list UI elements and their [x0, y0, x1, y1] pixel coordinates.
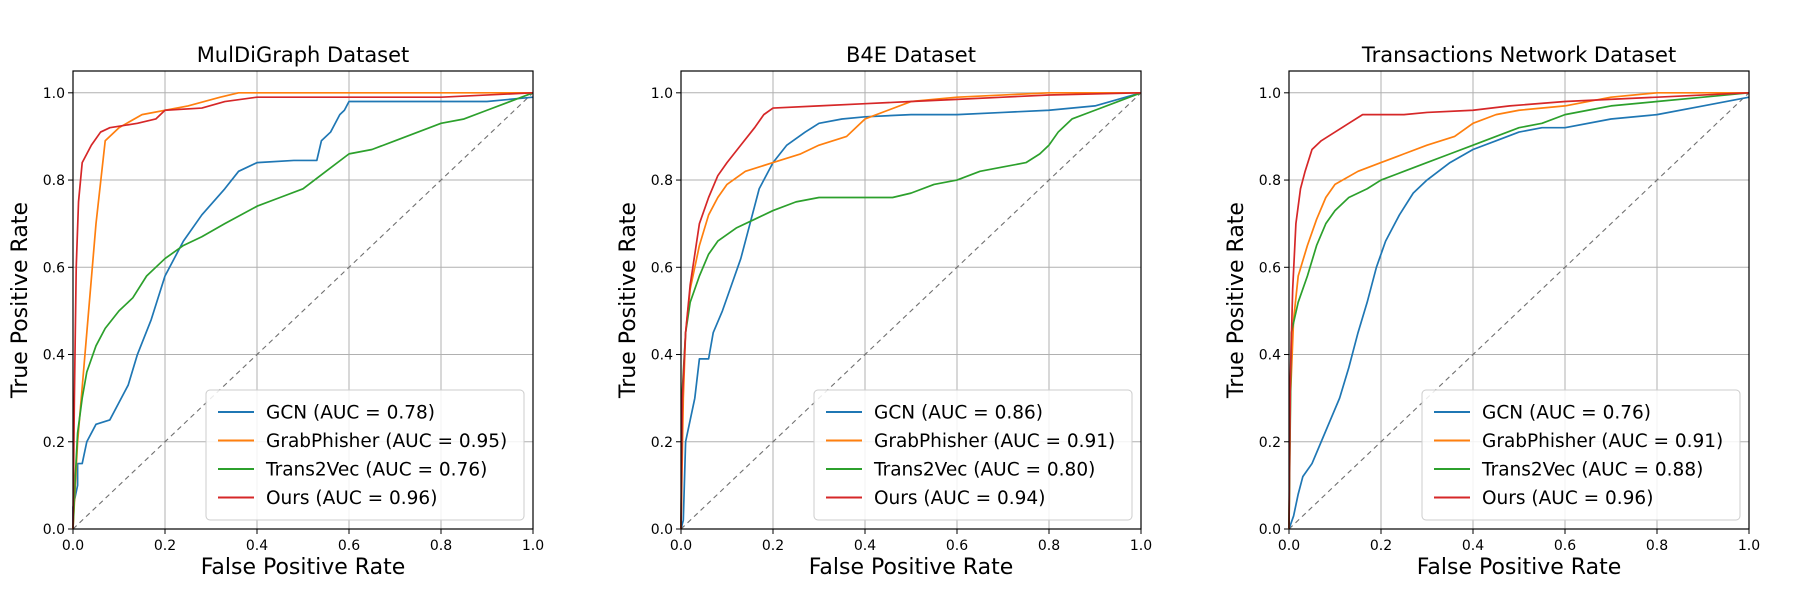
x-tick-label: 0.2 [1370, 538, 1392, 554]
x-axis-label: False Positive Rate [809, 555, 1013, 580]
plot-area: 0.0 0.2 0.4 0.6 0.8 1.0 0.0 0.2 0.4 0.6 0.8 1.0 GCN … [1259, 70, 1760, 554]
x-tick-label: 1.0 [1738, 538, 1760, 554]
axes-frame [72, 70, 534, 530]
roc-curve-series-2 [1288, 91, 1750, 530]
x-tick-label: 0.6 [1554, 538, 1576, 554]
roc-curve-series-0 [680, 91, 1142, 530]
x-tick-label: 0.8 [1038, 538, 1060, 554]
legend-label: GrabPhisher (AUC = 0.91) [1482, 431, 1723, 452]
legend: GCN (AUC = 0.86) GrabPhisher (AUC = 0.91)… [813, 389, 1133, 521]
y-tick-label: 0.6 [1259, 260, 1281, 276]
x-tick-label: 0.0 [62, 538, 84, 554]
x-tick-label: 0.4 [1462, 538, 1484, 554]
axes-frame [1288, 70, 1750, 530]
y-tick-label: 0.2 [651, 435, 673, 451]
legend-label: GrabPhisher (AUC = 0.95) [266, 431, 507, 452]
legend-label: Trans2Vec (AUC = 0.88) [1481, 460, 1703, 481]
x-tick-label: 0.6 [946, 538, 968, 554]
legend-label: Ours (AUC = 0.94) [874, 488, 1045, 509]
x-tick-label: 0.8 [430, 538, 452, 554]
legend: GCN (AUC = 0.76) GrabPhisher (AUC = 0.91)… [1421, 389, 1741, 521]
y-tick-label: 0.2 [43, 435, 65, 451]
y-tick-label: 0.8 [1259, 173, 1281, 189]
roc-curve-series-3 [680, 91, 1142, 530]
y-tick-label: 0.6 [651, 260, 673, 276]
roc-curve-series-3 [1288, 91, 1750, 530]
legend-label: GCN (AUC = 0.78) [266, 403, 435, 424]
legend-label: Trans2Vec (AUC = 0.80) [873, 460, 1095, 481]
roc-panel-b4e: 0.0 0.2 0.4 0.6 0.8 1.0 0.0 0.2 0.4 0.6 0.8 1.0 GCN … [616, 43, 1152, 580]
y-tick-label: 0.4 [1259, 348, 1281, 364]
legend-box [813, 389, 1133, 521]
legend-label: Ours (AUC = 0.96) [1482, 488, 1653, 509]
roc-panel-transactions-network: 0.0 0.2 0.4 0.6 0.8 1.0 0.0 0.2 0.4 0.6 0.8 1.0 GCN … [1224, 43, 1760, 580]
roc-curve-series-3 [72, 91, 534, 530]
x-tick-label: 0.8 [1646, 538, 1668, 554]
x-tick-label: 0.6 [338, 538, 360, 554]
chart-title: Transactions Network Dataset [1361, 43, 1676, 67]
y-tick-label: 0.8 [43, 173, 65, 189]
x-tick-label: 1.0 [522, 538, 544, 554]
y-tick-label: 0.2 [1259, 435, 1281, 451]
legend-label: GCN (AUC = 0.86) [874, 403, 1043, 424]
x-tick-label: 0.4 [246, 538, 268, 554]
y-tick-label: 0.4 [651, 348, 673, 364]
random-baseline-line [1288, 92, 1750, 530]
y-tick-label: 0.0 [43, 522, 65, 538]
y-tick-label: 0.8 [651, 173, 673, 189]
x-tick-label: 0.0 [670, 538, 692, 554]
y-axis-label: True Positive Rate [1224, 202, 1249, 399]
y-tick-label: 1.0 [43, 86, 65, 102]
y-axis-label: True Positive Rate [616, 202, 641, 399]
x-axis-label: False Positive Rate [1417, 555, 1621, 580]
x-axis-label: False Positive Rate [201, 555, 405, 580]
x-tick-label: 0.2 [762, 538, 784, 554]
chart-title: MulDiGraph Dataset [197, 43, 410, 67]
plot-area: 0.0 0.2 0.4 0.6 0.8 1.0 0.0 0.2 0.4 0.6 0.8 1.0 GCN … [43, 70, 544, 554]
legend-label: Ours (AUC = 0.96) [266, 488, 437, 509]
random-baseline-line [680, 92, 1142, 530]
axes-frame [680, 70, 1142, 530]
roc-curve-series-1 [1288, 91, 1749, 530]
roc-panel-muldigraph: 0.0 0.2 0.4 0.6 0.8 1.0 0.0 0.2 0.4 0.6 0.8 1.0 GCN … [8, 43, 544, 580]
roc-curve-series-1 [72, 91, 533, 530]
roc-curve-series-0 [1288, 96, 1750, 530]
y-tick-label: 0.0 [651, 522, 673, 538]
legend: GCN (AUC = 0.78) GrabPhisher (AUC = 0.95)… [205, 389, 525, 521]
y-tick-label: 0.4 [43, 348, 65, 364]
roc-curve-series-0 [72, 96, 534, 529]
y-tick-label: 0.6 [43, 260, 65, 276]
x-tick-label: 0.2 [154, 538, 176, 554]
x-tick-label: 0.4 [854, 538, 876, 554]
chart-title: B4E Dataset [846, 43, 976, 67]
y-axis-label: True Positive Rate [8, 202, 33, 399]
legend-label: Trans2Vec (AUC = 0.76) [265, 460, 487, 481]
y-tick-label: 0.0 [1259, 522, 1281, 538]
roc-curve-series-2 [680, 92, 1142, 530]
roc-curve-series-2 [72, 92, 534, 530]
legend-box [1421, 389, 1741, 521]
random-baseline-line [72, 92, 534, 530]
legend-label: GrabPhisher (AUC = 0.91) [874, 431, 1115, 452]
x-tick-label: 1.0 [1130, 538, 1152, 554]
plot-area: 0.0 0.2 0.4 0.6 0.8 1.0 0.0 0.2 0.4 0.6 0.8 1.0 GCN … [651, 70, 1152, 554]
y-tick-label: 1.0 [1259, 86, 1281, 102]
x-tick-label: 0.0 [1278, 538, 1300, 554]
y-tick-label: 1.0 [651, 86, 673, 102]
legend-label: GCN (AUC = 0.76) [1482, 403, 1651, 424]
legend-box [205, 389, 525, 521]
